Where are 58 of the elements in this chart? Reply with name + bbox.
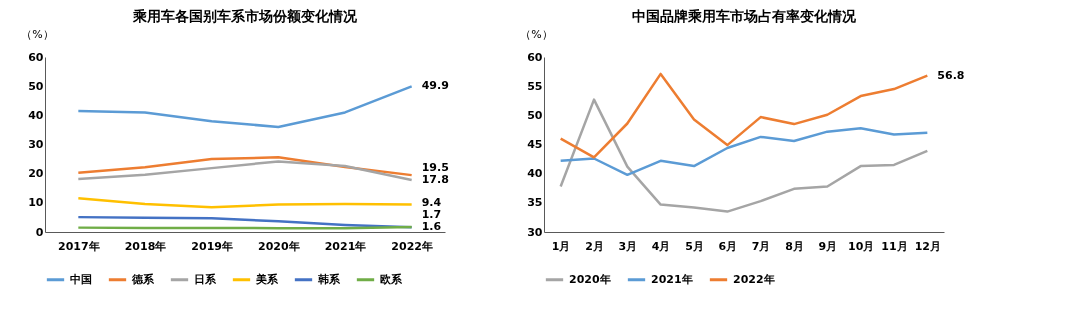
y-tick-label: 55 [527,79,543,93]
data-label: 17.8 [421,173,449,187]
legend-label: 中国 [70,272,92,286]
y-tick-label: 10 [28,196,44,210]
x-tick-label: 10月 [848,239,875,253]
chart-title: 中国品牌乘用车市场占有率变化情况 [632,8,857,24]
legend-label: 德系 [131,272,155,286]
data-label: 1.7 [421,208,442,222]
y-tick-label: 50 [527,108,543,122]
y-axis-title: （%） [21,27,54,41]
x-tick-label: 2022年 [391,239,433,253]
x-tick-label: 6月 [718,239,738,253]
line-series [77,85,413,129]
x-tick-label: 3月 [618,239,638,253]
data-label: 1.6 [421,220,442,234]
line-series [559,72,929,159]
legend-label: 韩系 [317,272,341,286]
x-tick-label: 5月 [685,239,704,253]
y-tick-label: 35 [527,196,543,210]
x-tick-label: 9月 [818,239,838,253]
data-label: 9.4 [421,196,442,210]
data-label: 56.8 [937,68,965,82]
y-tick-label: 60 [527,50,543,64]
x-tick-label: 12月 [914,239,941,253]
line-series [559,98,929,213]
y-tick-label: 60 [28,50,44,64]
legend-label: 2021年 [651,272,693,286]
x-tick-label: 2020年 [258,239,300,253]
x-tick-label: 4月 [651,239,671,253]
y-axis-title: （%） [520,27,553,41]
line-series [559,126,929,177]
legend-label: 2020年 [569,272,611,286]
x-tick-label: 2019年 [191,239,233,253]
y-tick-label: 30 [527,225,543,239]
y-tick-label: 40 [527,167,543,181]
x-tick-label: 2018年 [124,239,167,253]
y-tick-label: 50 [28,79,44,93]
y-tick-label: 0 [35,225,44,239]
x-tick-label: 11月 [881,239,908,253]
line-series [77,196,413,209]
y-tick-label: 20 [28,167,44,181]
chart-title: 乘用车各国别车系市场份额变化情况 [132,8,358,24]
x-tick-label: 1月 [551,239,571,253]
x-tick-label: 2017年 [58,239,100,253]
legend-label: 美系 [255,272,279,286]
x-tick-label: 8月 [785,239,804,253]
data-label: 19.5 [421,161,449,175]
y-tick-label: 45 [527,138,543,151]
x-tick-label: 7月 [751,239,771,253]
line-series [77,160,413,182]
legend-label: 欧系 [380,272,403,286]
legend-label: 日系 [194,272,217,286]
y-tick-label: 30 [28,138,44,151]
y-tick-label: 40 [28,108,44,122]
data-label: 49.9 [421,79,449,93]
x-tick-label: 2021年 [324,239,367,253]
x-tick-label: 2月 [585,239,604,253]
legend-label: 2022年 [733,272,775,286]
